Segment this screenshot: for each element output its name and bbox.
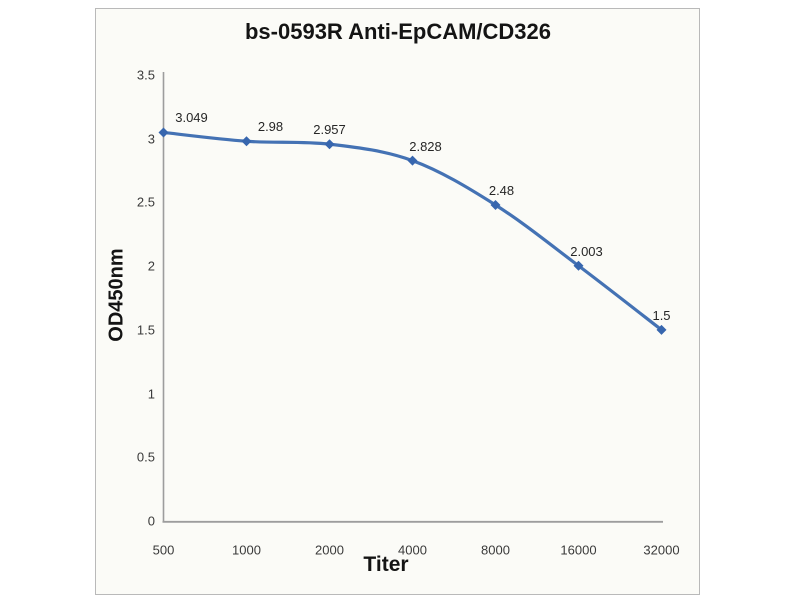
data-point-value-label: 2.98 [257, 119, 284, 135]
data-point-marker [490, 199, 501, 210]
y-tick-label: 2 [147, 258, 155, 274]
x-tick-label: 8000 [481, 542, 510, 558]
y-tick-label: 0 [147, 513, 155, 529]
data-point-value-label: 1.5 [652, 307, 671, 323]
data-point-marker [656, 324, 667, 335]
data-point-marker [324, 139, 335, 150]
data-point-value-label: 2.828 [409, 138, 442, 154]
x-tick-label: 500 [152, 542, 175, 558]
y-tick-label: 0.5 [136, 449, 155, 465]
data-point-marker [158, 127, 169, 138]
x-tick-label: 32000 [643, 542, 680, 558]
y-tick-label: 3.5 [136, 67, 155, 83]
data-point-marker [573, 260, 584, 271]
data-point-marker [241, 136, 252, 147]
y-tick-label: 1.5 [136, 322, 155, 338]
x-tick-label: 4000 [398, 542, 427, 558]
x-tick-label: 1000 [232, 542, 261, 558]
x-tick-label: 16000 [560, 542, 597, 558]
y-tick-label: 1 [147, 386, 155, 402]
data-point-value-label: 2.48 [488, 182, 515, 198]
x-axis-title: Titer [363, 553, 409, 576]
y-tick-label: 2.5 [136, 194, 155, 210]
y-tick-label: 3 [147, 131, 155, 147]
x-tick-label: 2000 [315, 542, 344, 558]
chart-title: bs-0593R Anti-EpCAM/CD326 [244, 19, 552, 44]
data-point-marker [407, 155, 418, 166]
data-point-value-label: 2.003 [570, 243, 603, 259]
data-point-value-label: 3.049 [175, 110, 208, 126]
chart-frame [95, 8, 700, 595]
data-point-value-label: 2.957 [313, 122, 346, 138]
